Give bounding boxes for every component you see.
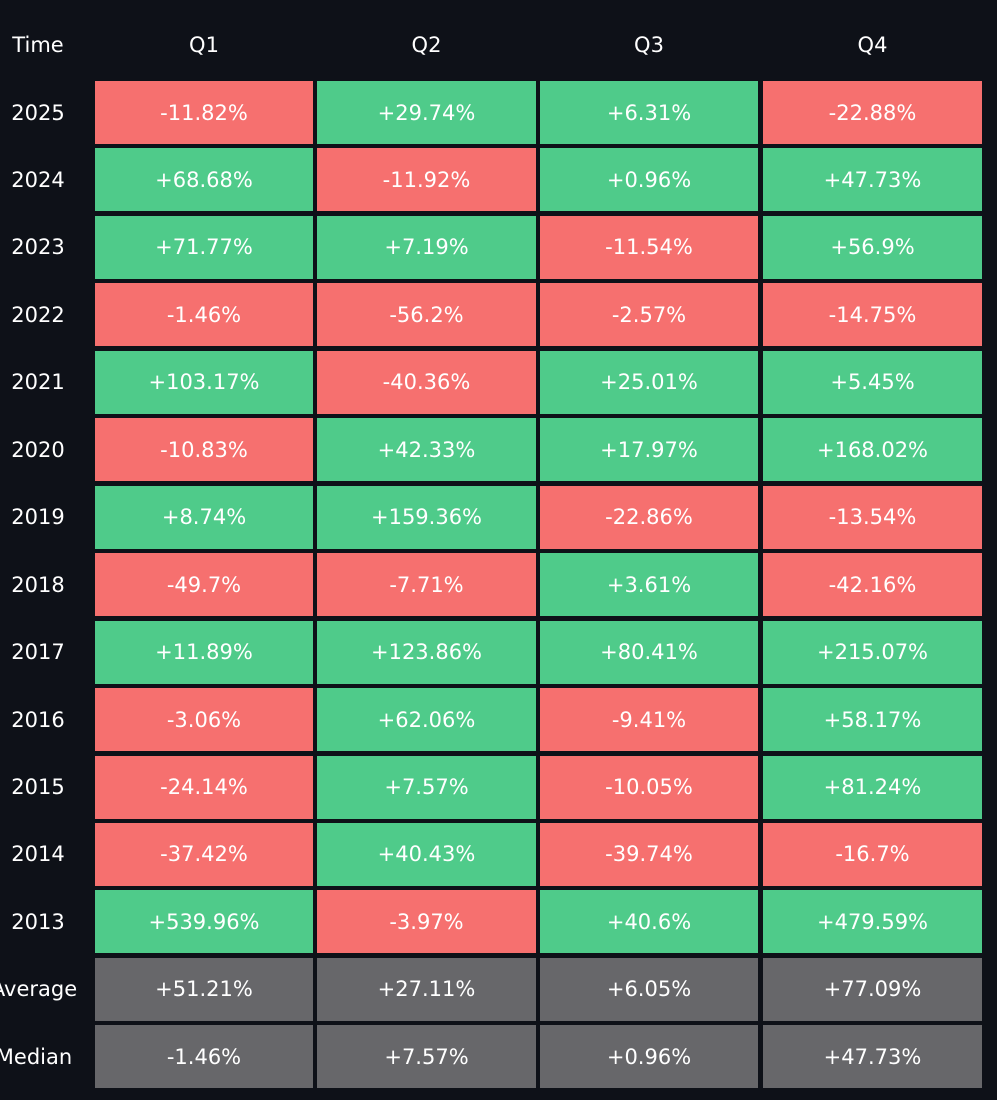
- return-cell: +29.74%: [317, 81, 536, 144]
- return-cell: -22.88%: [763, 81, 982, 144]
- row-label: 2019: [11, 505, 65, 530]
- return-cell: +103.17%: [95, 350, 313, 414]
- return-cell: -42.16%: [763, 553, 982, 617]
- return-cell: -11.54%: [540, 215, 758, 279]
- row-label: Median: [0, 1044, 73, 1069]
- return-cell: +17.97%: [540, 418, 758, 482]
- row-label: 2015: [11, 775, 65, 799]
- return-cell: -1.46%: [95, 283, 313, 347]
- summary-cell: +7.57%: [317, 1025, 536, 1089]
- return-cell: -16.7%: [763, 822, 982, 886]
- row-label: 2025: [11, 100, 65, 125]
- summary-cell: +6.05%: [540, 957, 758, 1021]
- return-cell: +3.61%: [540, 553, 758, 617]
- return-cell: +47.73%: [763, 148, 982, 212]
- row-label: 2023: [11, 235, 65, 260]
- return-cell: +539.96%: [95, 890, 313, 954]
- return-cell: +40.43%: [317, 822, 536, 886]
- return-cell: +25.01%: [540, 350, 758, 414]
- return-cell: +0.96%: [540, 148, 758, 212]
- return-cell: -39.74%: [540, 822, 758, 886]
- return-cell: +7.57%: [317, 755, 536, 819]
- return-cell: +168.02%: [763, 418, 982, 482]
- return-cell: -10.05%: [540, 755, 758, 819]
- row-label: Average: [0, 977, 78, 1002]
- return-cell: +215.07%: [763, 620, 982, 684]
- row-label: 2018: [11, 572, 65, 597]
- column-header: Q1: [189, 33, 219, 57]
- column-header: Q2: [411, 33, 442, 57]
- summary-cell: +51.21%: [95, 957, 313, 1021]
- return-cell: -37.42%: [95, 822, 313, 886]
- return-cell: +58.17%: [763, 688, 982, 752]
- return-cell: -13.54%: [763, 485, 982, 549]
- return-cell: -40.36%: [317, 350, 536, 414]
- summary-cell: +0.96%: [540, 1025, 758, 1089]
- return-cell: -3.06%: [95, 688, 313, 752]
- summary-cell: +77.09%: [763, 957, 982, 1021]
- return-cell: +68.68%: [95, 148, 313, 212]
- return-cell: -11.82%: [95, 81, 313, 144]
- return-cell: -9.41%: [540, 688, 758, 752]
- column-header: Q4: [857, 33, 888, 57]
- return-cell: +71.77%: [95, 215, 313, 279]
- return-cell: +80.41%: [540, 620, 758, 684]
- return-cell: -7.71%: [317, 553, 536, 617]
- return-cell: -10.83%: [95, 418, 313, 482]
- return-cell: +7.19%: [317, 215, 536, 279]
- return-cell: -11.92%: [317, 148, 536, 212]
- row-label: 2013: [11, 909, 65, 934]
- summary-cell: +27.11%: [317, 957, 536, 1021]
- return-cell: +479.59%: [763, 890, 982, 954]
- row-header-title: Time: [12, 33, 64, 57]
- row-label: 2017: [11, 640, 65, 665]
- return-cell: +81.24%: [763, 755, 982, 819]
- return-cell: +8.74%: [95, 485, 313, 549]
- return-cell: +6.31%: [540, 81, 758, 144]
- row-label: 2022: [11, 302, 65, 327]
- summary-cell: +47.73%: [763, 1025, 982, 1089]
- return-cell: +40.6%: [540, 890, 758, 954]
- return-cell: +42.33%: [317, 418, 536, 482]
- row-label: 2024: [11, 167, 65, 192]
- return-cell: +159.36%: [317, 485, 536, 549]
- row-label: 2014: [11, 842, 65, 867]
- return-cell: -3.97%: [317, 890, 536, 954]
- row-label: 2020: [11, 437, 65, 462]
- return-cell: -49.7%: [95, 553, 313, 617]
- return-cell: +62.06%: [317, 688, 536, 752]
- return-cell: -56.2%: [317, 283, 536, 347]
- summary-cell: -1.46%: [95, 1025, 313, 1089]
- row-label: 2021: [11, 370, 65, 395]
- row-label: 2016: [11, 707, 65, 732]
- return-cell: -22.86%: [540, 485, 758, 549]
- return-cell: +123.86%: [317, 620, 536, 684]
- return-cell: -2.57%: [540, 283, 758, 347]
- column-header: Q3: [634, 33, 664, 57]
- return-cell: +56.9%: [763, 215, 982, 279]
- return-cell: +11.89%: [95, 620, 313, 684]
- return-cell: -24.14%: [95, 755, 313, 819]
- return-cell: -14.75%: [763, 283, 982, 347]
- return-cell: +5.45%: [763, 350, 982, 414]
